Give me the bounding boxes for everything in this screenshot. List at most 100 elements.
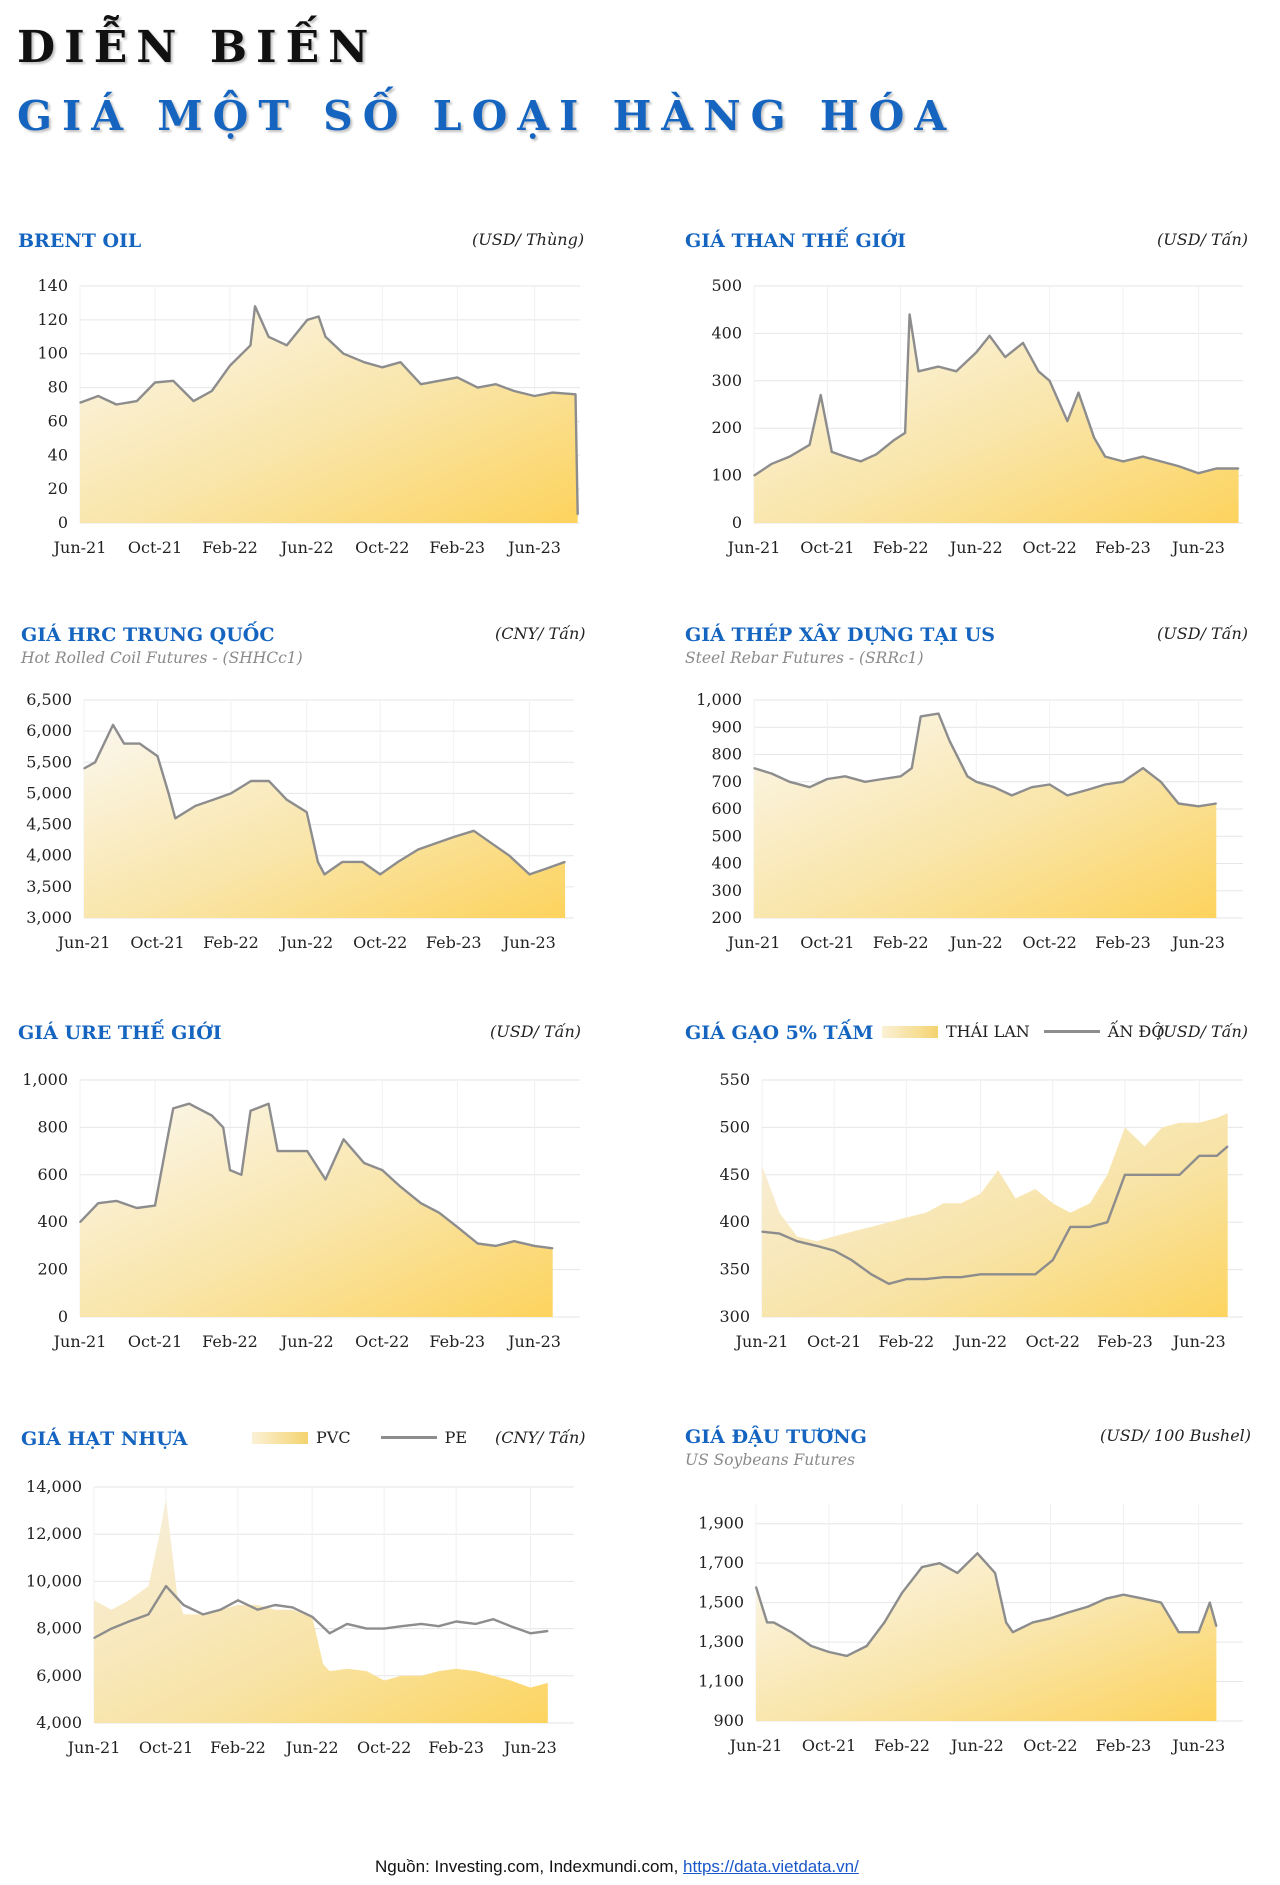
- coal-data-point: [1004, 356, 1006, 358]
- brent-data-point: [476, 386, 479, 389]
- brent-data-point: [211, 390, 213, 392]
- soy-ytick-label: 1,300: [698, 1632, 744, 1651]
- rebar-data-point: [1142, 767, 1144, 769]
- coal-ytick-label: 100: [711, 466, 742, 485]
- brent-xtick-label: Jun-22: [279, 538, 334, 557]
- source-link[interactable]: https://data.vietdata.vn/: [683, 1857, 859, 1876]
- hrc-data-point: [230, 792, 232, 795]
- rebar-data-point: [753, 767, 755, 769]
- coal-data-point: [1037, 370, 1040, 373]
- coal-ytick-label: 400: [711, 323, 742, 342]
- coal-data-point: [1237, 467, 1240, 470]
- soy-data-point: [772, 1621, 775, 1624]
- rebar-data-point: [1197, 805, 1200, 808]
- soy-data-point: [1005, 1621, 1007, 1624]
- coal-data-point: [753, 474, 755, 477]
- plastic-data-point: [237, 1599, 239, 1602]
- brent-data-point: [229, 364, 231, 367]
- rebar-ytick-label: 500: [711, 826, 742, 845]
- rice-data-point: [1035, 1188, 1037, 1190]
- coal-data-point: [831, 451, 833, 453]
- page-title-line2: GIÁ MỘT SỐ LOẠI HÀNG HÓA: [17, 92, 957, 140]
- plastic-data-point: [400, 1625, 403, 1627]
- rebar-data-point: [788, 781, 791, 783]
- rice-legend-thailand-label: THÁI LAN: [946, 1022, 1030, 1041]
- hrc-data-point: [473, 830, 475, 832]
- hrc-data-point: [546, 867, 549, 869]
- soy-data-point: [865, 1645, 868, 1647]
- rice-data-point: [1144, 1146, 1146, 1148]
- hrc-data-point: [361, 861, 364, 863]
- urea-urea-area: [80, 1103, 553, 1317]
- urea-data-point: [97, 1202, 99, 1204]
- plastic-data-point: [438, 1670, 440, 1672]
- rebar-data-point: [1011, 794, 1013, 797]
- rice-legend-india-label: ẤN ĐỘ: [1107, 1022, 1165, 1041]
- rebar-data-point: [993, 786, 995, 788]
- plastic-pvc-area: [94, 1498, 548, 1723]
- rice-data-point: [1216, 1117, 1218, 1119]
- rebar-chart-unit: (USD/ Tấn): [1157, 624, 1249, 643]
- hrc-xtick-label: Jun-21: [56, 933, 111, 952]
- plastic-data-point: [93, 1600, 95, 1602]
- brent-ytick-label: 100: [37, 344, 68, 363]
- coal-ytick-label: 200: [711, 418, 742, 437]
- plastic-data-point: [182, 1604, 185, 1606]
- rebar-xtick-label: Feb-22: [873, 933, 929, 952]
- brent-xtick-label: Oct-22: [355, 538, 409, 557]
- soy-data-point: [956, 1572, 959, 1574]
- urea-ytick-label: 1,000: [22, 1070, 68, 1089]
- hrc-ytick-label: 5,000: [26, 783, 72, 802]
- coal-xtick-label: Feb-22: [873, 538, 929, 557]
- soy-soybeans-area: [756, 1553, 1217, 1721]
- rice-data-point: [796, 1240, 798, 1242]
- rice-xtick-label: Feb-22: [878, 1332, 934, 1351]
- urea-xtick-label: Jun-21: [52, 1332, 107, 1351]
- rice-data-point: [870, 1273, 873, 1276]
- rebar-data-point: [911, 767, 913, 769]
- plastic-ytick-label: 8,000: [36, 1619, 82, 1638]
- plastic-xtick-label: Feb-22: [210, 1738, 266, 1757]
- source-prefix: Nguồn: Investing.com, Indexmundi.com,: [375, 1857, 684, 1876]
- coal-data-point: [1142, 455, 1144, 458]
- coal-data-point: [975, 351, 978, 354]
- rice-data-point: [850, 1259, 853, 1261]
- coal-data-point: [844, 455, 846, 458]
- rice-xtick-label: Jun-23: [1171, 1332, 1226, 1351]
- coal-ytick-label: 500: [711, 276, 742, 295]
- hrc-xtick-label: Oct-21: [130, 933, 184, 952]
- plastic-data-point: [383, 1680, 385, 1682]
- brent-data-point: [79, 402, 81, 404]
- rice-ytick-label: 300: [719, 1307, 750, 1326]
- plastic-data-point: [202, 1613, 204, 1616]
- rebar-data-point: [948, 740, 951, 742]
- brent-data-point: [456, 376, 459, 379]
- plastic-data-point: [492, 1618, 495, 1620]
- coal-coal-line: [753, 313, 1239, 477]
- rice-data-point: [888, 1283, 890, 1285]
- rice-data-point: [833, 1249, 835, 1252]
- plastic-data-point: [455, 1668, 457, 1670]
- hrc-hrc-area: [84, 724, 566, 918]
- rice-data-point: [1179, 1122, 1181, 1124]
- urea-chart: 0 200 400 600 800 1,000 Jun-21 Oct-21 Feb-22 Jun-…: [22, 1070, 580, 1351]
- urea-data-point: [456, 1226, 459, 1228]
- hrc-data-point: [564, 861, 566, 863]
- rebar-ytick-label: 1,000: [696, 690, 742, 709]
- brent-ytick-label: 120: [37, 310, 68, 329]
- plastic-ytick-label: 6,000: [36, 1666, 82, 1685]
- soy-data-point: [938, 1562, 941, 1564]
- soy-data-point: [810, 1645, 813, 1647]
- hrc-xtick-label: Jun-23: [501, 933, 556, 952]
- rice-data-point: [1052, 1259, 1054, 1261]
- urea-data-point: [551, 1247, 554, 1250]
- rice-chart-title: GIÁ GẠO 5% TẤM: [685, 1022, 874, 1044]
- rebar-data-point: [864, 781, 866, 783]
- soy-data-point: [1105, 1597, 1107, 1600]
- plastic-data-point: [148, 1585, 150, 1587]
- plastic-data-point: [292, 1609, 294, 1611]
- rebar-data-point: [1177, 802, 1180, 805]
- rice-data-point: [761, 1165, 763, 1167]
- soy-chart-unit: (USD/ 100 Bushel): [1100, 1426, 1252, 1445]
